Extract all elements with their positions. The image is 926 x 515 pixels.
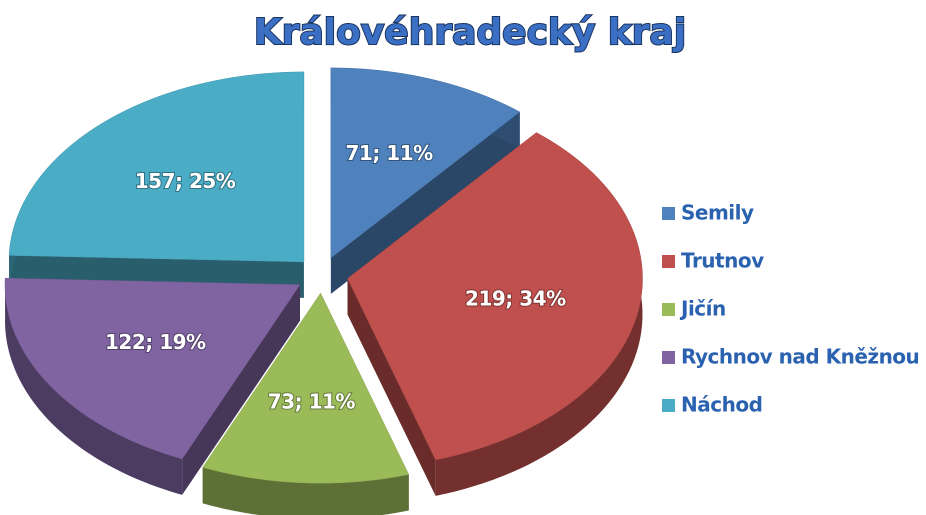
slice-wall [435, 132, 643, 496]
slice [4, 277, 301, 460]
slice [347, 132, 643, 461]
legend-label: Semily [681, 201, 754, 225]
legend-label: Jičín [679, 297, 726, 321]
slice-side [347, 278, 436, 496]
data-label: 73; 11% [268, 390, 356, 414]
legend-swatch [662, 303, 675, 316]
legend-swatch [662, 399, 675, 412]
data-label: 122; 19% [105, 330, 206, 354]
slice-wall [5, 278, 183, 495]
legend-label: Rychnov nad Kněžnou [681, 345, 919, 369]
data-label: 71; 11% [346, 141, 434, 165]
slice [202, 292, 410, 484]
slice-wall [202, 467, 409, 515]
legend-swatch [662, 255, 675, 268]
slice-side [330, 111, 520, 294]
slice [8, 71, 305, 263]
data-label: 157; 25% [135, 169, 236, 193]
chart-title: Královéhradecký kraj [254, 12, 686, 53]
legend-label: Náchod [681, 393, 762, 417]
pie [4, 67, 643, 515]
slice-side [182, 284, 301, 495]
legend-swatch [662, 207, 675, 220]
data-label: 219; 34% [465, 286, 566, 310]
legend-swatch [662, 351, 675, 364]
slice [330, 67, 521, 259]
legend-label: Trutnov [681, 249, 764, 273]
